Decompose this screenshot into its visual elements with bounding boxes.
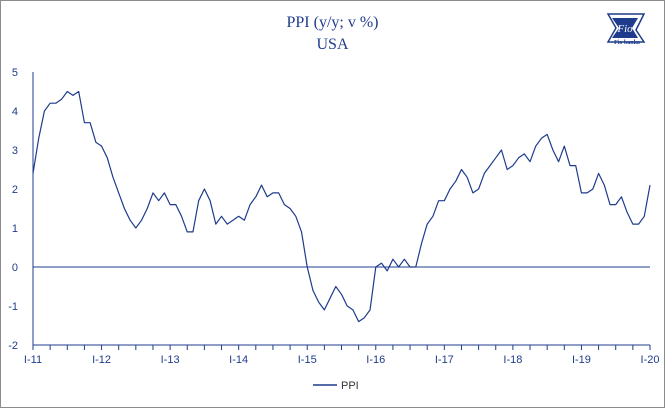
legend: PPI: [313, 380, 359, 392]
y-tick-label: 1: [12, 223, 18, 235]
x-tick-label: I-15: [298, 354, 317, 366]
x-tick-label: I-11: [24, 354, 42, 366]
chart-subtitle: USA: [316, 36, 349, 53]
series-line-ppi: [32, 90, 651, 323]
y-axis: -2 -1 0 1 2 3 4 5: [8, 67, 34, 352]
chart-title: PPI (y/y; v %): [286, 14, 379, 31]
x-tick-label: I-12: [92, 354, 111, 366]
legend-label-ppi: PPI: [341, 380, 359, 392]
svg-text:Fio: Fio: [616, 23, 633, 35]
x-tick-label: I-20: [641, 354, 660, 366]
y-tick-label: -1: [8, 301, 18, 313]
x-axis: I-11 I-12 I-13 I-14 I-15 I-16 I-17 I-18 I-19 I-20: [24, 266, 660, 366]
y-tick-label: 0: [12, 262, 18, 274]
y-tick-label: 3: [12, 145, 18, 157]
y-tick-label: 5: [12, 67, 18, 79]
fio-banka-logo-icon: Fio: [606, 13, 646, 43]
fio-banka-logo-caption: Fio banka: [614, 40, 640, 46]
x-tick-label: I-19: [572, 354, 591, 366]
x-tick-label: I-13: [161, 354, 180, 366]
x-tick-label: I-18: [503, 354, 522, 366]
x-tick-label: I-17: [435, 354, 454, 366]
y-tick-label: -2: [8, 340, 18, 352]
x-tick-label: I-16: [366, 354, 385, 366]
plot-area: [32, 90, 651, 323]
x-tick-label: I-14: [229, 354, 248, 366]
y-tick-label: 2: [12, 184, 18, 196]
y-tick-label: 4: [12, 106, 18, 118]
